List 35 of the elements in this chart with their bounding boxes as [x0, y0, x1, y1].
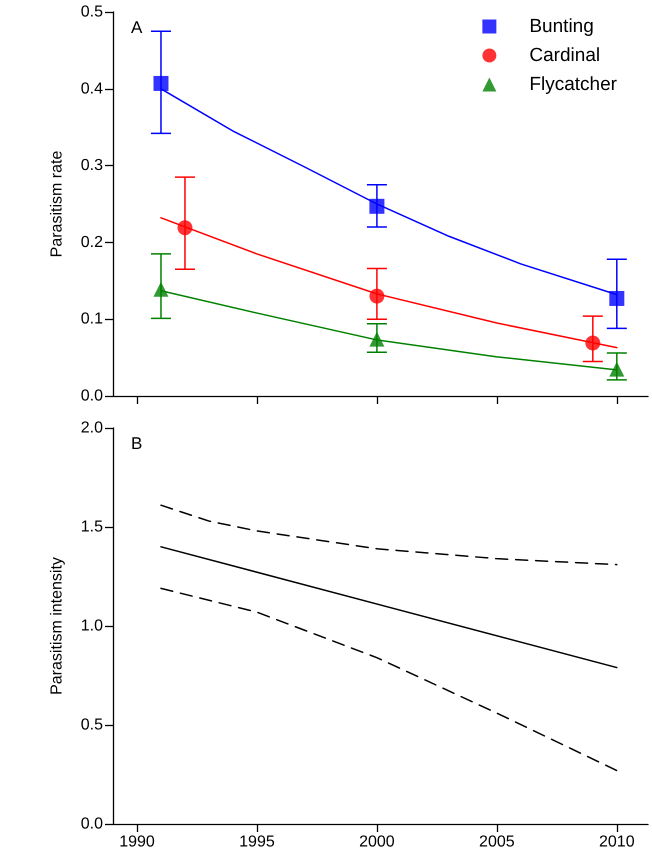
point — [585, 336, 600, 351]
y-tick-label: 0.2 — [80, 234, 104, 251]
point — [609, 362, 624, 377]
y-tick-label: 0.0 — [80, 388, 104, 404]
line-series — [160, 588, 618, 772]
legend-label: Cardinal — [529, 45, 600, 66]
point — [153, 76, 168, 91]
point — [177, 220, 192, 236]
x-tick-label: 2005 — [479, 834, 515, 850]
y-tick-label: 2.0 — [80, 420, 104, 436]
legend-label: Bunting — [529, 16, 594, 37]
line-series — [160, 217, 618, 348]
x-tick-label: 2000 — [359, 834, 395, 850]
x-tick-label: 2010 — [599, 834, 635, 850]
point — [369, 332, 384, 347]
point — [609, 290, 624, 306]
y-tick-label: 0.4 — [80, 80, 104, 98]
point — [369, 198, 384, 214]
y-tick-label: 0.3 — [80, 157, 104, 174]
y-tick-label: 0.5 — [80, 716, 104, 734]
chart-title: A — [131, 18, 143, 37]
line-series — [160, 504, 618, 566]
y-tick-label: 0.1 — [80, 310, 104, 328]
y-tick-label: 1.0 — [80, 618, 104, 634]
point — [369, 288, 384, 304]
y-tick-label: 0.0 — [80, 816, 104, 832]
y-axis-title: Parasitism intensity — [48, 557, 66, 695]
y-axis-title: Parasitism rate — [48, 150, 66, 258]
x-tick-label: 1990 — [119, 834, 155, 850]
y-tick-label: 1.5 — [80, 518, 104, 536]
chart-title: B — [131, 434, 142, 453]
y-tick-label: 0.5 — [80, 4, 104, 20]
point — [153, 282, 168, 297]
legend-label: Flycatcher — [529, 74, 618, 95]
x-tick-label: 1995 — [239, 834, 275, 850]
